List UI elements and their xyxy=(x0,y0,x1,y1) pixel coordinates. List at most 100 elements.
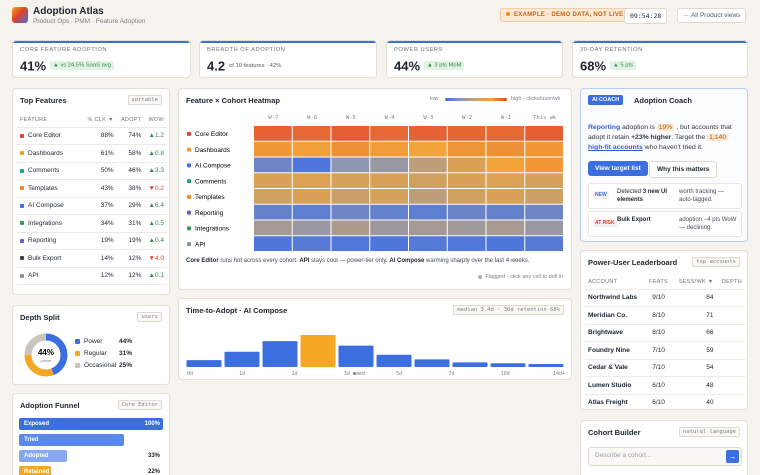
panel-title: Feature × Cohort Heatmap xyxy=(186,96,280,105)
send-button[interactable]: → xyxy=(726,450,739,463)
heat-cell xyxy=(254,220,292,236)
histogram: 0d 1d 2d 3d ●med 5d 7d 10d 14d+ xyxy=(186,335,565,377)
account-row: Foundry Nine 7/10 59 xyxy=(585,341,745,360)
heat-cell xyxy=(409,220,447,236)
depth-cell xyxy=(716,359,745,377)
cell: Atlas Freight xyxy=(585,394,646,409)
message-part: adoption is xyxy=(620,124,657,131)
cell: ▼0.2 xyxy=(144,179,167,198)
cell-value: 19% xyxy=(128,237,142,245)
adoption-coach: AI COACH Adoption Coach Reporting adoption… xyxy=(580,88,748,242)
column-label: W-7 xyxy=(268,115,278,121)
panel-tag: natural language xyxy=(679,427,740,437)
kpi-card: 30-DAY RETENTION 68% ▲ 5 pts xyxy=(572,40,748,78)
cell-value: 46% xyxy=(128,167,142,175)
cell: 88% xyxy=(83,127,117,145)
caption-text: warming sharply over the last 4 weeks. xyxy=(424,258,530,264)
account-row: Atlas Freight 6/10 40 xyxy=(585,394,745,409)
column-header: ACCOUNT xyxy=(585,275,646,290)
secondary-button[interactable]: Why this matters xyxy=(649,161,718,178)
lead-strong: 3 new UI elements xyxy=(617,189,668,203)
back-button[interactable]: ← All Product views xyxy=(677,8,747,23)
histogram-bar xyxy=(338,345,374,367)
cell: 12% xyxy=(83,267,117,285)
legend-name: Power xyxy=(84,338,103,345)
heat-cell xyxy=(486,236,525,251)
cell: 40 xyxy=(672,394,717,409)
lead-text: Detected xyxy=(617,189,643,195)
heat-cell xyxy=(254,126,292,141)
cell: Brightwave xyxy=(585,324,646,342)
axis-label: 1d xyxy=(239,371,245,377)
panel-tag: top accounts xyxy=(692,257,740,267)
cell-value: 29% xyxy=(128,202,142,210)
axis-label: 10d xyxy=(501,371,510,377)
heat-cell xyxy=(525,236,563,251)
feature-row: API 12% 12% ▲0.1 xyxy=(17,267,167,285)
row-dot xyxy=(187,131,191,136)
funnel-bar: Retained xyxy=(19,466,51,475)
cell-value: ▲6.4 xyxy=(148,202,164,210)
cell: ▲0.5 xyxy=(144,214,167,233)
cell: 7/10 xyxy=(645,341,673,360)
heat-cell xyxy=(331,204,370,220)
stage-name: Tried xyxy=(24,436,39,443)
heat-cell xyxy=(409,236,447,251)
depth-split: Depth Split users 44% power Power 44% Regular 3… xyxy=(12,305,170,385)
heat-cell xyxy=(254,204,292,220)
cell: Reporting xyxy=(17,232,83,250)
cell: Cedar & Vale xyxy=(585,359,646,377)
coach-title: Adoption Coach xyxy=(634,96,692,105)
cell: 29% xyxy=(116,197,145,215)
panel-tag: median 3.4d · 30d retention 68% xyxy=(453,305,564,315)
adoption-funnel: Adoption Funnel Core Editor Exposed 100% Tri… xyxy=(12,393,170,475)
heat-cell xyxy=(525,157,563,173)
kpi-label: BREADTH OF ADOPTION xyxy=(207,47,286,53)
cell: 58% xyxy=(116,144,145,163)
feature-row: Bulk Export 14% 12% ▼4.0 xyxy=(17,249,167,268)
heat-cell xyxy=(447,173,486,188)
message-part: high-fit accounts xyxy=(588,144,643,151)
heat-cell xyxy=(486,189,525,204)
heat-cell xyxy=(331,173,370,188)
heat-cell xyxy=(331,157,370,173)
coach-item: AT RISK Bulk Export adoption −4 pts WoW — … xyxy=(588,211,742,237)
cell-value: ▲0.1 xyxy=(148,272,164,280)
heat-cell xyxy=(370,157,408,173)
row-dot xyxy=(187,194,191,199)
cell: Northwind Labs xyxy=(585,289,646,307)
row-label: Comments xyxy=(195,178,227,185)
kpi-accent xyxy=(200,41,376,43)
caption-bold: API xyxy=(299,258,310,264)
feature-dot xyxy=(20,203,24,208)
cell: Integrations xyxy=(17,214,83,233)
cell: ▲0.1 xyxy=(144,267,167,285)
cohort-input[interactable]: Describe a cohort... → xyxy=(588,447,742,466)
stage-name: Adopted xyxy=(24,452,49,459)
feature-dot xyxy=(20,238,24,243)
top-features: Top Features sortable FEATURE% CLK ▼ ADOPT W… xyxy=(12,88,170,295)
heat-cell xyxy=(525,204,563,220)
feature-row: Templates 43% 38% ▼0.2 xyxy=(17,179,167,198)
cell: 31% xyxy=(116,214,145,233)
cell-value: 38% xyxy=(128,184,142,192)
axis-label: 5d xyxy=(396,371,402,377)
panel-tag: Core Editor xyxy=(117,400,162,410)
primary-button[interactable]: View target list xyxy=(588,161,648,176)
feature-row: Integrations 34% 31% ▲0.5 xyxy=(17,214,167,233)
depth-cell xyxy=(716,341,745,360)
cell-value: 61% xyxy=(100,149,114,157)
cohort-builder: Cohort Builder natural language Describe a… xyxy=(580,420,748,475)
funnel-bar: Tried xyxy=(19,434,125,446)
histogram-bar xyxy=(262,341,298,367)
heat-cell xyxy=(525,220,563,236)
kpi-label: CORE FEATURE ADOPTION xyxy=(20,47,108,53)
column-label: W-4 xyxy=(385,115,396,121)
heat-cell xyxy=(409,126,447,141)
cell: 19% xyxy=(116,232,145,250)
heat-cell xyxy=(331,189,370,204)
depth-cell xyxy=(716,324,745,342)
cell-value: ▲3.3 xyxy=(148,167,164,175)
kpi-accent xyxy=(387,41,562,43)
